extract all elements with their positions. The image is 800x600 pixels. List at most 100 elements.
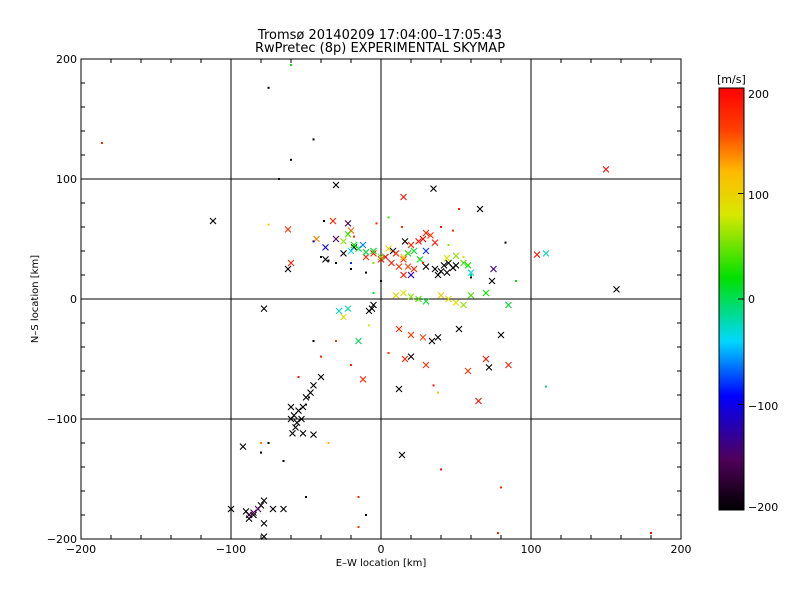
data-point-cross [434,334,442,341]
data-point-cross [407,241,415,249]
data-point-cross [299,430,307,437]
data-point-cross [392,292,400,299]
data-point-cross [355,337,362,345]
data-point-dot [395,252,397,255]
data-point-dot [372,262,375,264]
data-point-cross [430,185,437,192]
data-point-cross [284,226,292,233]
data-point-cross [260,520,268,527]
data-point-dot [437,391,439,394]
data-point-dot [297,376,300,378]
data-point-cross [355,245,362,252]
data-point-cross [292,424,299,431]
data-point-dot [320,256,322,258]
data-point-dot [375,222,378,225]
data-point-cross [419,235,427,243]
data-point-dot [267,86,270,89]
data-point-dot [312,340,315,342]
data-point-dot [497,532,499,534]
data-point-dot [260,442,262,444]
data-point-cross [287,259,295,267]
data-point-cross [482,289,490,297]
y-tick-label: 0 [70,293,77,306]
data-point-dot [357,496,360,498]
colorbar-tick-label: −100 [748,400,778,413]
data-point-cross [410,247,418,255]
data-point-cross [362,253,370,261]
data-point-cross [310,431,317,438]
data-point-cross [452,252,460,260]
data-point-dot [470,276,472,279]
data-point-cross [398,451,406,459]
data-point-cross [298,415,305,423]
data-point-dot [282,460,285,462]
data-point-cross [422,263,430,270]
data-point-dot [353,235,355,238]
data-point-dot [462,256,465,258]
data-point-cross [302,394,310,401]
x-tick-label: 0 [378,543,385,556]
data-point-cross [497,331,505,339]
data-point-dot [470,274,472,276]
data-point-cross [395,263,403,270]
data-point-dot [260,451,262,454]
data-point-dot [387,216,390,219]
data-point-dot [350,364,352,366]
data-point-cross [428,337,436,345]
data-point-dot [323,220,325,222]
data-point-cross [455,325,463,333]
data-point-cross [293,419,301,426]
data-point-cross [490,265,497,273]
data-point-dot [327,442,330,444]
data-point-dot [290,64,292,66]
data-point-cross [395,385,403,393]
data-point-dot [305,496,307,498]
data-point-cross [332,235,340,243]
data-point-cross [542,250,550,257]
y-tick-label: 200 [56,53,77,66]
x-axis-label: E–W location [km] [336,558,427,569]
data-point-dot [401,226,403,228]
data-point-cross [344,305,352,312]
data-point-cross [505,301,512,309]
data-point-cross [460,259,467,267]
data-point-dot [350,262,352,264]
data-point-dot [368,324,370,327]
data-point-cross [407,293,415,300]
data-point-cross [443,254,451,262]
chart-subtitle: RwPretec (8p) EXPERIMENTAL SKYMAP [255,41,505,56]
y-tick-labels: −200 −100 0 100 200 [47,53,77,546]
data-point-dot [500,486,502,489]
data-point-cross [269,505,277,513]
data-point-dot [545,385,547,388]
data-point-dot [440,468,442,471]
data-point-cross [284,265,292,273]
data-point-cross [475,397,482,405]
data-point-cross [388,259,395,267]
y-axis-label: N–S location [km] [30,255,41,343]
data-point-cross [415,238,422,245]
data-point-cross [359,241,367,249]
data-point-cross [377,253,385,261]
data-point-cross [482,355,490,363]
data-point-cross [350,241,358,249]
data-point-cross [340,250,347,257]
data-point-dot [357,526,360,528]
x-tick-labels: −200 −100 0 100 200 [66,543,692,556]
data-point-cross [613,286,620,293]
data-point-cross [335,307,343,315]
data-point-cross [400,256,407,263]
data-point-dot [365,514,367,516]
axis-ticks [80,58,682,540]
data-point-dot [335,262,337,264]
data-point-cross [250,509,257,516]
data-point-cross [310,382,317,389]
data-point-cross [245,511,253,519]
grid [81,59,681,539]
data-point-dot [267,223,270,226]
data-point-dot [327,259,330,262]
data-point-dot [447,244,450,246]
data-point-dot [308,396,310,399]
data-point-cross [359,376,367,383]
